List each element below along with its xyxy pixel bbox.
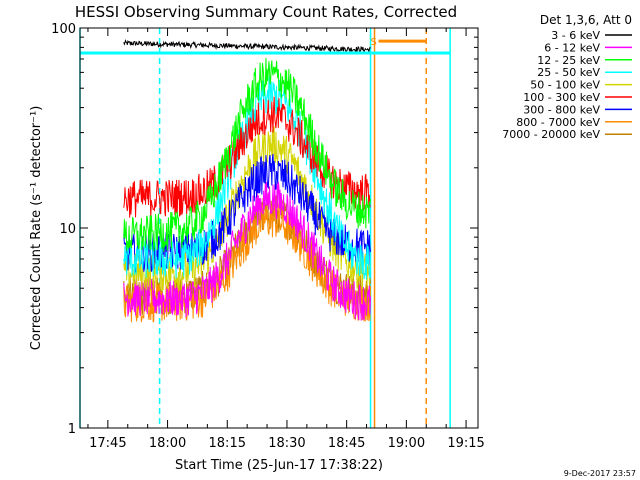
legend-label: 6 - 12 keV [544, 41, 600, 54]
y-tick-label: 10 [59, 222, 76, 237]
series-line [123, 96, 371, 218]
legend-label: 100 - 300 keV [523, 91, 600, 104]
x-tick-label: 17:45 [89, 436, 126, 451]
legend-label: 800 - 7000 keV [516, 116, 600, 129]
saa-label: S [371, 37, 377, 48]
x-tick-label: 18:45 [328, 436, 365, 451]
x-tick-label: 19:15 [447, 436, 484, 451]
chart-title: HESSI Observing Summary Count Rates, Cor… [75, 3, 457, 21]
legend-label: 3 - 6 keV [551, 29, 600, 42]
footer-timestamp: 9-Dec-2017 23:57 [564, 469, 636, 478]
x-tick-label: 18:15 [209, 436, 246, 451]
legend-label: 25 - 50 keV [537, 66, 600, 79]
x-tick-label: 18:30 [268, 436, 305, 451]
y-axis-label: Corrected Count Rate (s⁻¹ detector⁻¹) [29, 106, 44, 351]
x-axis-label: Start Time (25-Jun-17 17:38:22) [175, 458, 383, 473]
x-tick-label: 19:00 [388, 436, 425, 451]
x-tick-label: 18:00 [149, 436, 186, 451]
legend-label: 50 - 100 keV [530, 79, 600, 92]
series-line [123, 58, 372, 252]
y-tick-label: 1 [68, 422, 76, 437]
series-line [123, 181, 372, 321]
overlay-bars: S [80, 37, 451, 55]
x-axis: 17:45 18:00 18:15 18:30 18:45 19:00 19:15 [87, 28, 485, 451]
y-tick-label: 100 [51, 22, 76, 37]
legend-label: 12 - 25 keV [537, 54, 600, 67]
legend-label: 300 - 800 keV [523, 103, 600, 116]
series-line [123, 153, 372, 273]
legend-title: Det 1,3,6, Att 0 [540, 13, 632, 27]
legend-label: 7000 - 20000 keV [502, 128, 600, 141]
series-line [123, 203, 372, 323]
series-lines [123, 39, 372, 323]
series-line [123, 39, 371, 54]
y-axis: 1 10 100 [51, 22, 478, 437]
series-line [123, 75, 372, 280]
